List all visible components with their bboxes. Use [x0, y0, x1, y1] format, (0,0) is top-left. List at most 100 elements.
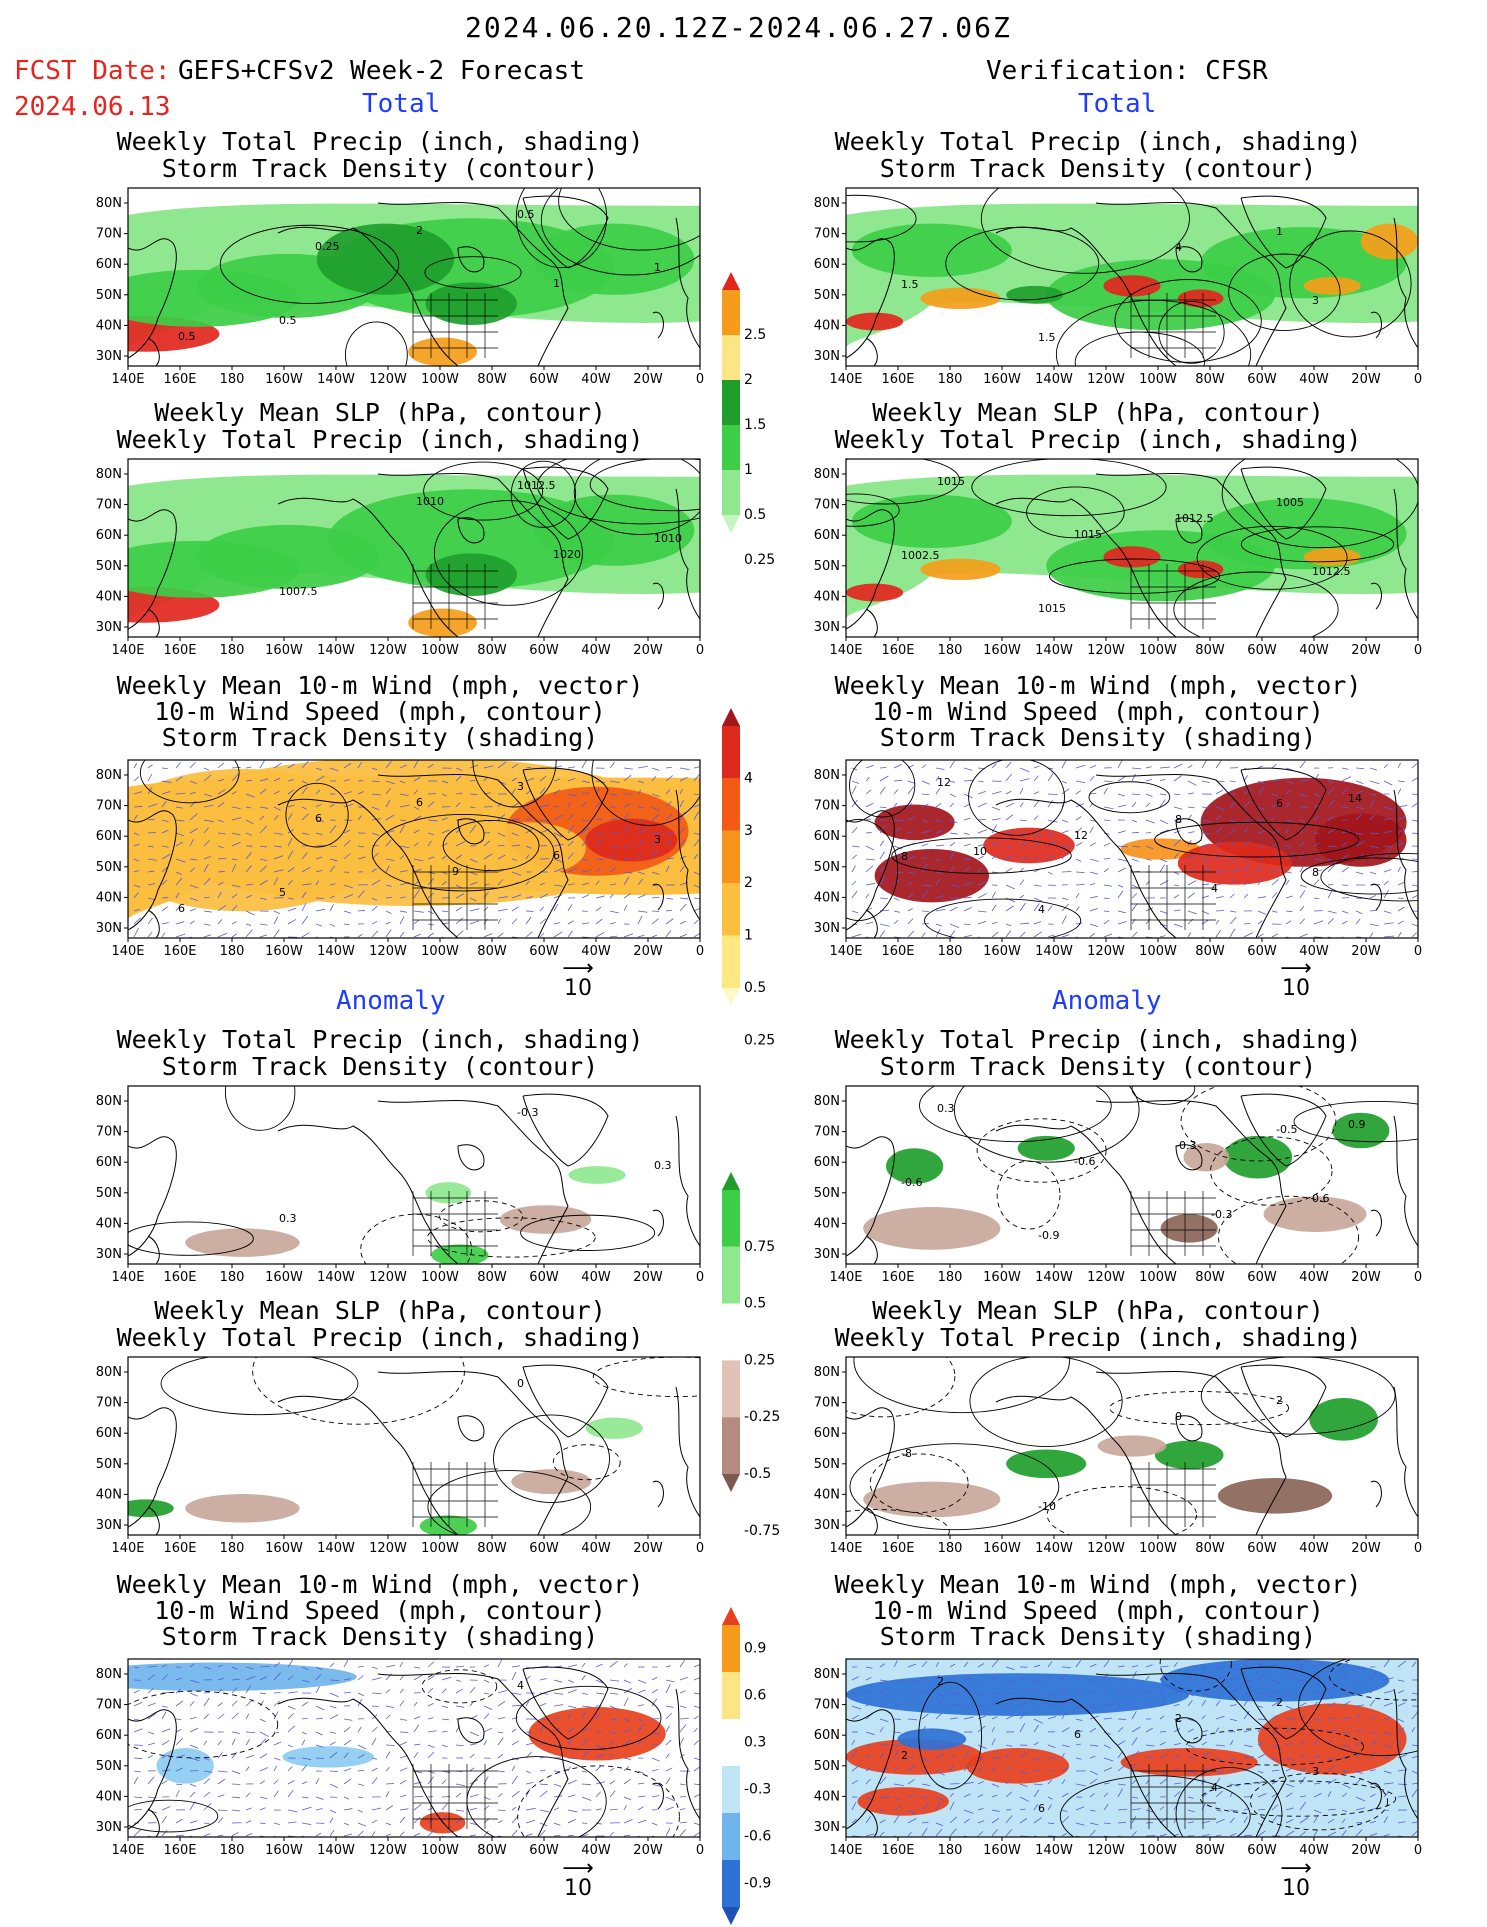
- lon-tick-label: 60W: [529, 1541, 559, 1556]
- lat-tick-label: 70N: [96, 1698, 122, 1713]
- shading-region: [1006, 1450, 1086, 1478]
- colorbar-segment: [722, 1607, 740, 1625]
- colorbar-label: 1.5: [744, 417, 766, 433]
- shading-region: [511, 1469, 591, 1494]
- lon-tick-label: 100W: [1139, 1270, 1177, 1285]
- lon-tick-label: 80W: [1195, 944, 1225, 959]
- contour-label: 1: [654, 261, 661, 274]
- colorbar-segment: [722, 988, 740, 1006]
- colorbar-segment: [722, 1860, 740, 1907]
- contour-label: 0.3: [937, 1102, 955, 1115]
- lon-tick-label: 160E: [881, 372, 914, 387]
- lon-tick-label: 160W: [265, 1541, 303, 1556]
- lon-tick-label: 180: [938, 944, 963, 959]
- lon-tick-label: 160W: [265, 1843, 303, 1858]
- panel-title-wind-anom-right-3: Storm Track Density (shading): [788, 1624, 1408, 1649]
- shading-region: [425, 553, 517, 596]
- colorbar-segment: [722, 1417, 740, 1474]
- lat-tick-label: 30N: [814, 1820, 840, 1835]
- panel-title-precip-left-1: Weekly Total Precip (inch, shading): [70, 129, 690, 154]
- colorbar-label: 0.6: [744, 1688, 766, 1704]
- lon-tick-label: 140E: [829, 643, 862, 658]
- lon-tick-label: 140W: [317, 643, 355, 658]
- lon-tick-label: 0: [696, 372, 704, 387]
- lat-tick-label: 50N: [96, 1186, 122, 1201]
- panel-title-slp-anom-left-2: Weekly Total Precip (inch, shading): [70, 1325, 690, 1350]
- lat-tick-label: 30N: [96, 1518, 122, 1533]
- panel-title-precip-right-2: Storm Track Density (contour): [788, 156, 1408, 181]
- lat-tick-label: 50N: [814, 860, 840, 875]
- lat-tick-label: 60N: [814, 257, 840, 272]
- fcst-model-label: GEFS+CFSv2 Week-2 Forecast: [178, 58, 585, 84]
- contour-label: 0: [1175, 1410, 1182, 1423]
- wind-anom-vector-reference-left: ⟶10: [548, 1862, 608, 1901]
- contour-label: 1: [553, 277, 560, 290]
- colorbar-label: 1: [744, 462, 753, 478]
- fcst-date-label: FCST Date:: [14, 58, 171, 84]
- colorbar-label: 2: [744, 875, 753, 891]
- shading-region: [1258, 1704, 1407, 1775]
- shading-region: [1046, 259, 1275, 330]
- contour-label: 4: [1211, 882, 1218, 895]
- lon-tick-label: 20W: [1351, 643, 1381, 658]
- contour-label: 3: [517, 780, 524, 793]
- lon-tick-label: 140E: [829, 1541, 862, 1556]
- lon-tick-label: 0: [696, 643, 704, 658]
- lon-tick-label: 60W: [1247, 944, 1277, 959]
- lon-tick-label: 140E: [829, 1843, 862, 1858]
- wind-vector: [1104, 820, 1110, 821]
- colorbar-segment: [722, 470, 740, 515]
- lon-tick-label: 160E: [881, 1843, 914, 1858]
- shading-region: [94, 270, 300, 327]
- wind-vector: [162, 1692, 169, 1693]
- contour-label: 6: [1074, 1728, 1081, 1741]
- shading-region: [185, 1494, 299, 1522]
- lon-tick-label: 100W: [1139, 944, 1177, 959]
- contour-label: 1015: [1074, 528, 1102, 541]
- lat-tick-label: 40N: [96, 1789, 122, 1804]
- lon-tick-label: 20W: [633, 372, 663, 387]
- contour-label: 0.25: [315, 240, 340, 253]
- contour-label: 2: [416, 224, 423, 237]
- lat-tick-label: 40N: [96, 589, 122, 604]
- wind-vector: [1314, 806, 1320, 807]
- colorbar-segment: [722, 1247, 740, 1304]
- lon-tick-label: 0: [1414, 944, 1422, 959]
- contour-label: 1020: [553, 548, 581, 561]
- lon-tick-label: 0: [1414, 372, 1422, 387]
- panel-title-wind-right-2: 10-m Wind Speed (mph, contour): [788, 699, 1408, 724]
- lon-tick-label: 40W: [581, 1270, 611, 1285]
- lon-tick-label: 140E: [829, 372, 862, 387]
- lon-tick-label: 140W: [317, 1270, 355, 1285]
- colorbar-segment: [722, 1360, 740, 1417]
- lon-tick-label: 160W: [265, 1270, 303, 1285]
- colorbar-segment: [722, 290, 740, 335]
- shading-region: [1361, 224, 1418, 260]
- contour-label: -0.6: [901, 1176, 922, 1189]
- colorbar-segment: [722, 1625, 740, 1672]
- shading-region: [425, 1182, 471, 1203]
- lat-tick-label: 40N: [814, 1789, 840, 1804]
- lon-tick-label: 180: [938, 1270, 963, 1285]
- lon-tick-label: 20W: [633, 1270, 663, 1285]
- lon-tick-label: 60W: [529, 1843, 559, 1858]
- total-section-label-right: Total: [1078, 91, 1156, 117]
- lon-tick-label: 100W: [1139, 1541, 1177, 1556]
- lat-tick-label: 50N: [814, 1457, 840, 1472]
- contour-label: 0.9: [1348, 1118, 1366, 1131]
- lon-tick-label: 180: [220, 944, 245, 959]
- shading-region: [586, 819, 678, 862]
- contour-label: 1012.5: [517, 479, 556, 492]
- wind-vector: [204, 1692, 209, 1693]
- lon-tick-label: 140W: [1035, 643, 1073, 658]
- lon-tick-label: 140E: [829, 1270, 862, 1285]
- contour-label: 1.5: [901, 278, 919, 291]
- colorbar-segment: [722, 1672, 740, 1719]
- panel-title-slp-left-2: Weekly Total Precip (inch, shading): [70, 427, 690, 452]
- lon-tick-label: 180: [938, 643, 963, 658]
